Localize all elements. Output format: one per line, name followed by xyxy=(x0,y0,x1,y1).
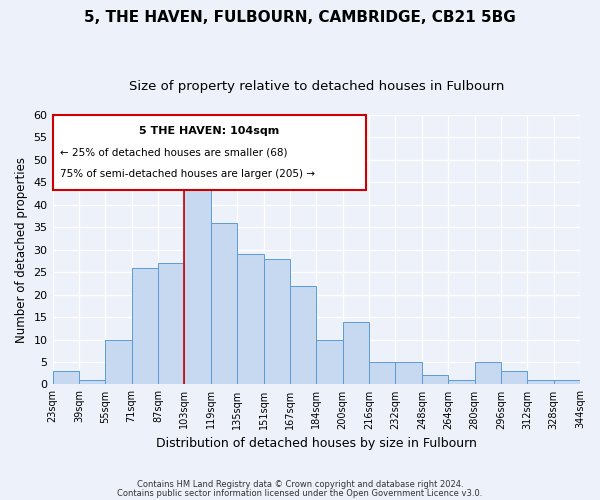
Bar xyxy=(527,380,554,384)
Title: Size of property relative to detached houses in Fulbourn: Size of property relative to detached ho… xyxy=(128,80,504,93)
Text: Contains HM Land Registry data © Crown copyright and database right 2024.: Contains HM Land Registry data © Crown c… xyxy=(137,480,463,489)
Bar xyxy=(79,380,105,384)
Bar xyxy=(448,380,475,384)
Bar xyxy=(316,340,343,384)
Bar xyxy=(105,340,131,384)
Bar xyxy=(475,362,501,384)
Bar xyxy=(158,263,184,384)
Bar xyxy=(184,174,211,384)
Bar xyxy=(53,371,79,384)
Bar xyxy=(422,376,448,384)
Bar xyxy=(131,268,158,384)
Text: 5, THE HAVEN, FULBOURN, CAMBRIDGE, CB21 5BG: 5, THE HAVEN, FULBOURN, CAMBRIDGE, CB21 … xyxy=(84,10,516,25)
Bar xyxy=(237,254,263,384)
Bar xyxy=(369,362,395,384)
FancyBboxPatch shape xyxy=(53,115,367,190)
Bar xyxy=(263,258,290,384)
Bar xyxy=(343,322,369,384)
Text: ← 25% of detached houses are smaller (68): ← 25% of detached houses are smaller (68… xyxy=(61,148,288,158)
Bar xyxy=(395,362,422,384)
X-axis label: Distribution of detached houses by size in Fulbourn: Distribution of detached houses by size … xyxy=(156,437,477,450)
Text: 5 THE HAVEN: 104sqm: 5 THE HAVEN: 104sqm xyxy=(139,126,280,136)
Y-axis label: Number of detached properties: Number of detached properties xyxy=(15,156,28,342)
Bar xyxy=(211,223,237,384)
Text: 75% of semi-detached houses are larger (205) →: 75% of semi-detached houses are larger (… xyxy=(61,169,316,179)
Bar xyxy=(290,286,316,384)
Bar xyxy=(501,371,527,384)
Bar xyxy=(554,380,580,384)
Text: Contains public sector information licensed under the Open Government Licence v3: Contains public sector information licen… xyxy=(118,488,482,498)
